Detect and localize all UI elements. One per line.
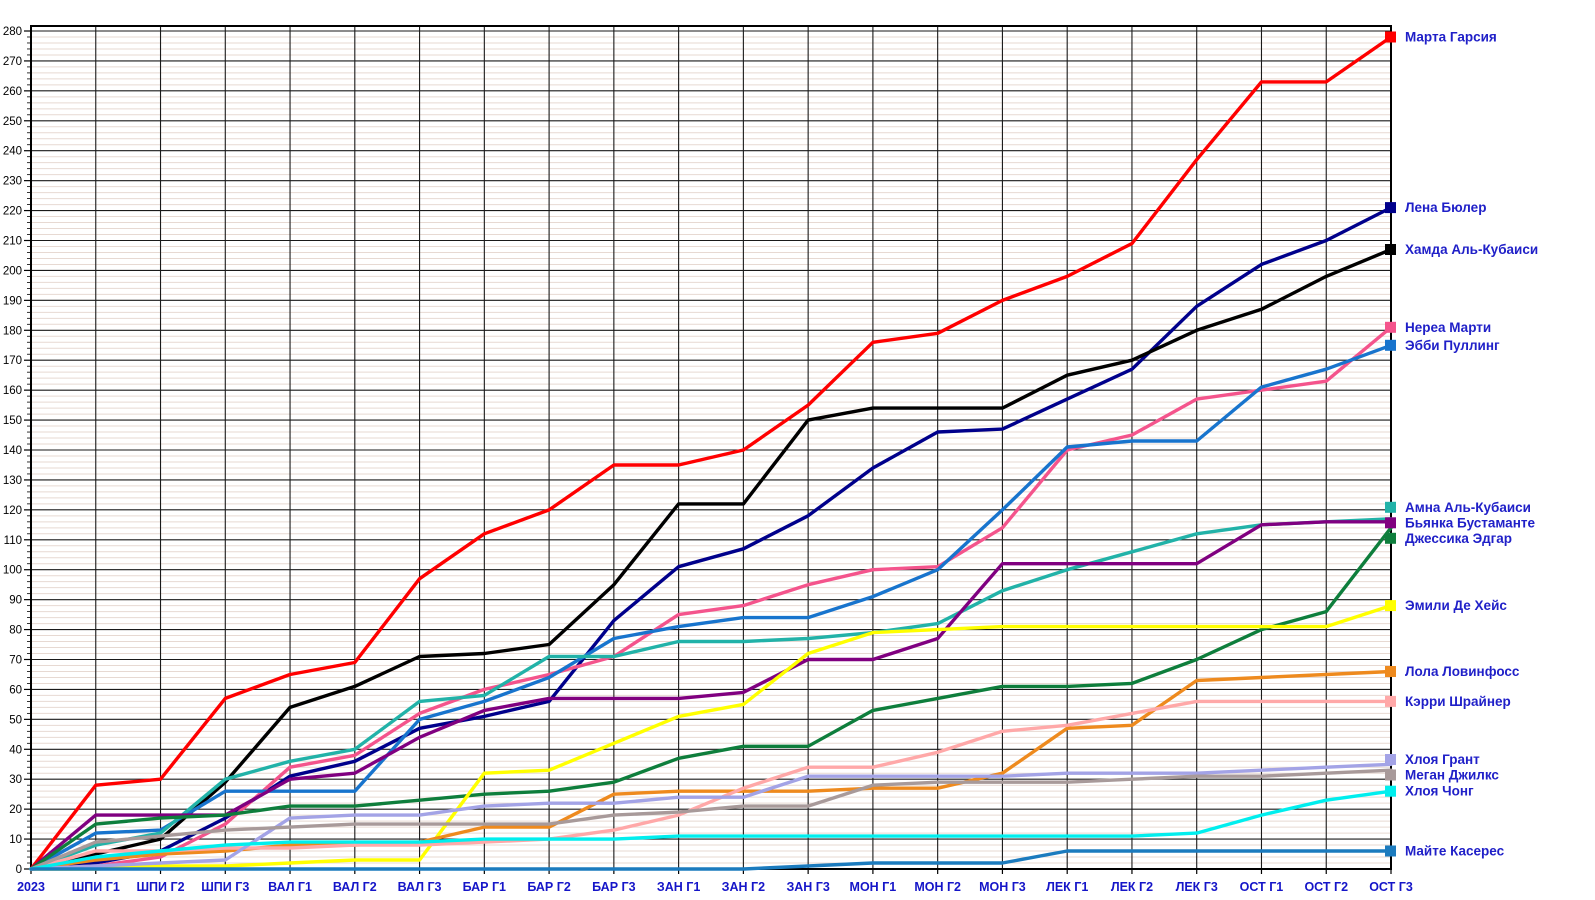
legend-swatch bbox=[1385, 202, 1396, 214]
y-axis-label: 80 bbox=[9, 625, 22, 637]
x-axis-label: ЛЕК Г1 bbox=[1046, 880, 1088, 894]
x-axis-label: ШПИ Г2 bbox=[137, 880, 185, 894]
y-axis-label: 250 bbox=[3, 116, 22, 128]
series-line bbox=[29, 520, 1393, 871]
legend-swatch bbox=[1385, 501, 1396, 513]
y-axis-label: 180 bbox=[3, 325, 22, 337]
y-axis-label: 110 bbox=[4, 535, 22, 547]
x-axis-label: ЗАН Г1 bbox=[657, 880, 700, 894]
y-axis-label: 170 bbox=[3, 355, 22, 367]
x-axis-label: БАР Г2 bbox=[527, 880, 570, 894]
y-axis-label: 70 bbox=[9, 655, 22, 667]
x-axis-label: БАР Г1 bbox=[463, 880, 506, 894]
series-line bbox=[29, 768, 1393, 871]
legend-swatch bbox=[1385, 769, 1396, 781]
y-axis-label: 270 bbox=[3, 56, 22, 68]
y-axis-label: 160 bbox=[3, 385, 22, 397]
series-line bbox=[29, 247, 1393, 871]
series-line bbox=[29, 789, 1393, 871]
x-axis-label: МОН Г3 bbox=[979, 880, 1026, 894]
legend-label: Джессика Эдгар bbox=[1405, 531, 1512, 546]
x-axis-label: ЛЕК Г3 bbox=[1176, 880, 1218, 894]
legend-swatch bbox=[1385, 31, 1396, 43]
legend-swatch bbox=[1385, 600, 1396, 612]
y-axis-label: 260 bbox=[3, 86, 22, 98]
x-axis-label: ШПИ Г1 bbox=[72, 880, 120, 894]
legend-label: Майте Касерес bbox=[1405, 844, 1505, 859]
x-axis-label: ОСТ Г1 bbox=[1240, 880, 1284, 894]
x-axis-label: МОН Г2 bbox=[914, 880, 961, 894]
y-axis-label: 90 bbox=[9, 595, 22, 607]
y-axis-label: 130 bbox=[3, 475, 22, 487]
y-axis-label: 60 bbox=[9, 684, 22, 696]
legend-swatch bbox=[1385, 754, 1396, 765]
legend-swatch bbox=[1385, 666, 1396, 677]
legend-label: Хлоя Грант bbox=[1405, 752, 1480, 767]
y-axis-label: 50 bbox=[9, 714, 22, 726]
x-axis-label: ВАЛ Г3 bbox=[398, 880, 442, 894]
legend-label: Лола Ловинфосс bbox=[1405, 664, 1520, 679]
legend-label: Кэрри Шрайнер bbox=[1405, 694, 1511, 709]
legend-label: Нереа Марти bbox=[1405, 320, 1491, 335]
y-axis-label: 150 bbox=[3, 415, 22, 427]
x-axis-label: МОН Г1 bbox=[850, 880, 897, 894]
y-axis-label: 210 bbox=[3, 236, 22, 248]
y-axis-label: 120 bbox=[3, 505, 22, 517]
series-line bbox=[29, 343, 1393, 871]
legend-label: Хамда Аль-Кубаиси bbox=[1405, 242, 1538, 257]
x-axis-label: 2023 bbox=[17, 880, 45, 894]
y-axis-label: 20 bbox=[9, 804, 22, 816]
y-axis-label: 240 bbox=[3, 146, 22, 158]
legend-label: Хлоя Чонг bbox=[1405, 784, 1474, 799]
legend-label: Лена Бюлер bbox=[1405, 200, 1486, 215]
legend-swatch bbox=[1385, 785, 1396, 797]
legend-label: Бьянка Бустаманте bbox=[1405, 515, 1535, 530]
series-line bbox=[29, 526, 1393, 871]
x-axis-label: ЗАН Г2 bbox=[722, 880, 765, 894]
x-axis-label: ШПИ Г3 bbox=[201, 880, 249, 894]
series-line bbox=[29, 849, 1393, 871]
series-line bbox=[29, 35, 1393, 871]
series-line bbox=[29, 762, 1393, 871]
legend-label: Эбби Пуллинг bbox=[1405, 338, 1500, 353]
x-axis-label: ВАЛ Г2 bbox=[333, 880, 377, 894]
x-axis-label: ЛЕК Г2 bbox=[1111, 880, 1153, 894]
legend-swatch bbox=[1385, 845, 1396, 857]
x-axis-label: ВАЛ Г1 bbox=[268, 880, 312, 894]
legend-swatch bbox=[1385, 244, 1396, 255]
y-axis-label: 140 bbox=[3, 445, 22, 457]
legend-swatch bbox=[1385, 321, 1396, 333]
x-axis-label: ЗАН Г3 bbox=[786, 880, 829, 894]
legend-label: Амна Аль-Кубаиси bbox=[1405, 500, 1531, 515]
y-axis-label: 0 bbox=[16, 864, 22, 876]
x-axis-label: БАР Г3 bbox=[592, 880, 635, 894]
y-axis-label: 280 bbox=[3, 26, 22, 38]
y-axis-label: 40 bbox=[9, 744, 22, 756]
y-axis-label: 200 bbox=[3, 265, 22, 277]
x-axis-label: ОСТ Г2 bbox=[1304, 880, 1348, 894]
legend-label: Эмили Де Хейс bbox=[1405, 598, 1507, 613]
x-axis-label: ОСТ Г3 bbox=[1369, 880, 1413, 894]
series-line bbox=[29, 699, 1393, 871]
legend-label: Марта Гарсия bbox=[1405, 30, 1497, 45]
y-axis-label: 220 bbox=[3, 206, 22, 218]
legend-swatch bbox=[1385, 517, 1396, 529]
series-line bbox=[29, 517, 1393, 871]
y-axis-label: 100 bbox=[3, 565, 22, 577]
y-axis-label: 190 bbox=[3, 295, 22, 307]
series-line bbox=[29, 603, 1393, 871]
plot-area bbox=[31, 26, 1391, 869]
legend-swatch bbox=[1385, 695, 1396, 707]
legend-swatch bbox=[1385, 532, 1396, 544]
legend-swatch bbox=[1385, 339, 1396, 351]
y-axis-label: 10 bbox=[9, 834, 22, 846]
y-axis-label: 30 bbox=[9, 774, 22, 786]
legend-label: Меган Джилкс bbox=[1405, 768, 1499, 783]
y-axis-label: 230 bbox=[3, 176, 22, 188]
